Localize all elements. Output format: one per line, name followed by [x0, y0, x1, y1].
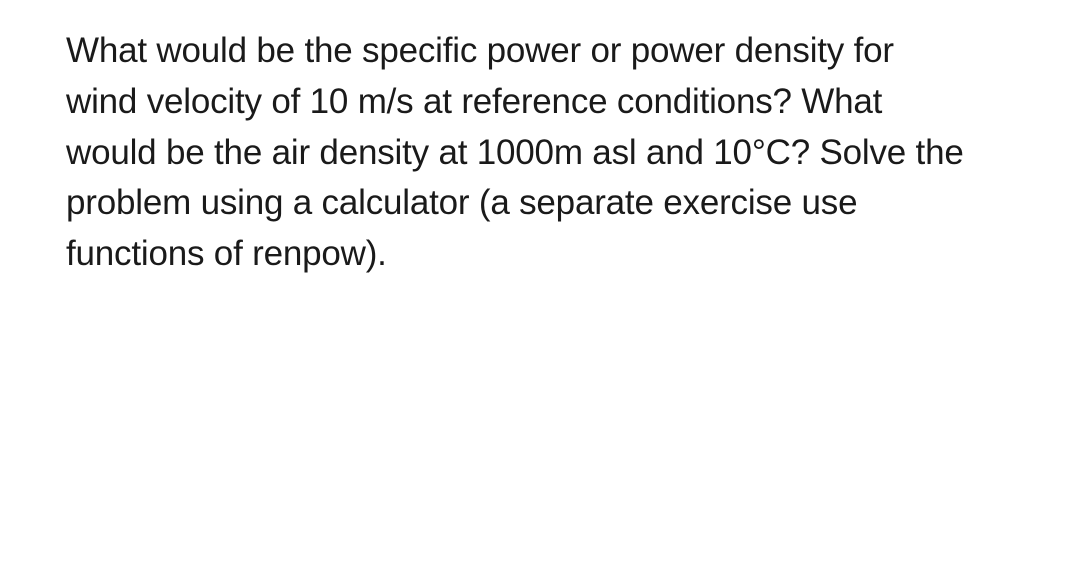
question-paragraph: What would be the specific power or powe…	[66, 26, 966, 280]
document-content: What would be the specific power or powe…	[66, 26, 966, 280]
